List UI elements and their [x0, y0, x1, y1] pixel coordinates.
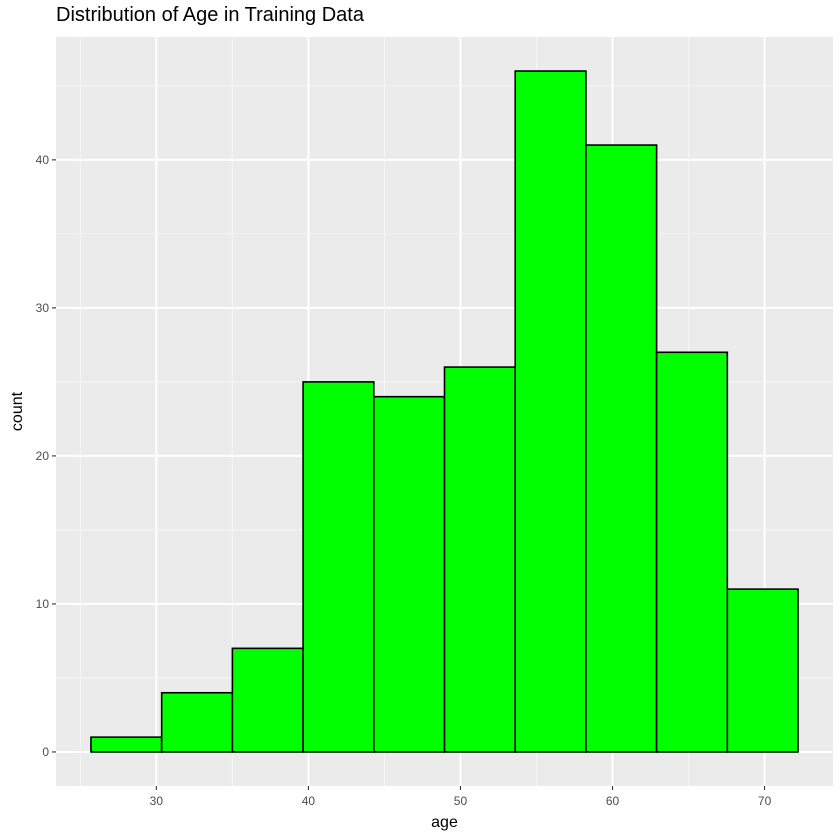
y-tick-label: 40 — [36, 153, 50, 167]
histogram-bar — [443, 366, 517, 753]
x-tick-label: 50 — [454, 794, 468, 808]
x-tick-label: 60 — [606, 794, 620, 808]
x-tick-label: 40 — [302, 794, 316, 808]
bars-layer — [90, 70, 799, 753]
x-axis-title: age — [431, 814, 458, 831]
histogram-bar — [160, 691, 234, 753]
histogram-bar — [585, 144, 658, 753]
y-tick-label: 0 — [42, 745, 49, 759]
y-tick-label: 10 — [36, 597, 50, 611]
histogram-bar — [372, 395, 446, 753]
y-tick-label: 30 — [36, 301, 50, 315]
histogram-bar — [655, 351, 729, 753]
histogram-bar — [90, 736, 163, 753]
axes-layer: 30 40 50 60 70 0 10 20 30 40 — [36, 153, 772, 808]
histogram-bar — [302, 381, 375, 753]
chart-title: Distribution of Age in Training Data — [56, 4, 364, 26]
histogram-bar — [726, 588, 799, 753]
histogram-bar — [514, 70, 587, 753]
y-axis-title: count — [9, 391, 26, 431]
y-tick-label: 20 — [36, 449, 50, 463]
x-tick-label: 70 — [758, 794, 772, 808]
x-tick-label: 30 — [150, 794, 164, 808]
histogram-bar — [231, 647, 304, 753]
